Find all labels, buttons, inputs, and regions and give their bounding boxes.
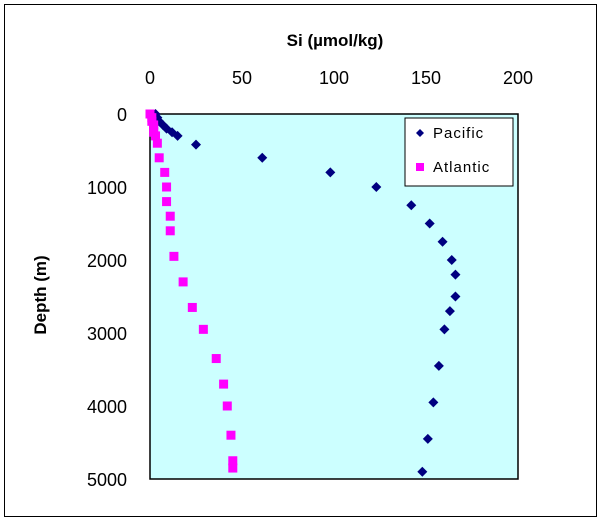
x-tick-label: 0 [145,68,155,88]
atlantic-point [154,153,164,163]
x-tick-label: 150 [411,68,441,88]
x-tick-label: 200 [503,68,533,88]
legend-atlantic-label: Atlantic [433,159,490,176]
atlantic-point [152,138,162,148]
legend: Pacific Atlantic [404,117,514,187]
chart-frame [4,4,597,517]
pacific-point [433,360,444,371]
pacific-point [325,167,336,178]
pacific-point [439,324,450,335]
atlantic-point [162,182,172,192]
y-tick-label: 4000 [87,397,127,417]
atlantic-point [219,379,229,389]
atlantic-point [151,131,161,141]
pacific-point [446,255,457,265]
pacific-point [172,130,183,141]
pacific-point [450,269,461,280]
pacific-point [428,397,439,408]
x-tick-label: 100 [319,68,349,88]
pacific-point [444,306,455,317]
legend-atlantic-marker [416,163,424,171]
atlantic-point [178,277,188,287]
pacific-point [406,200,417,211]
atlantic-point [160,167,170,177]
pacific-point [257,152,268,163]
pacific-point [437,236,448,247]
atlantic-point [162,197,172,207]
atlantic-point [165,226,175,236]
pacific-point [371,182,382,192]
y-tick-label: 3000 [87,324,127,344]
pacific-point [422,433,433,444]
pacific-point [424,218,435,229]
atlantic-point [187,302,197,312]
atlantic-point [198,324,208,334]
pacific-point [450,291,461,302]
atlantic-point [228,456,238,466]
y-tick-label: 0 [117,105,127,125]
atlantic-point [169,251,179,261]
atlantic-point [222,401,232,411]
atlantic-point [228,463,238,473]
y-tick-label: 5000 [87,470,127,490]
y-tick-label: 2000 [87,251,127,271]
pacific-point [417,466,428,477]
atlantic-point [165,211,175,221]
legend-box [404,117,514,187]
x-tick-label: 50 [232,68,252,88]
legend-pacific-label: Pacific [433,125,484,142]
atlantic-point [226,430,236,440]
y-tick-label: 1000 [87,178,127,198]
legend-pacific-marker [416,129,424,137]
atlantic-point [211,354,221,364]
x-axis-label: Si (µmol/kg) [287,31,384,50]
y-axis-label: Depth (m) [31,255,50,334]
pacific-point [191,139,201,150]
